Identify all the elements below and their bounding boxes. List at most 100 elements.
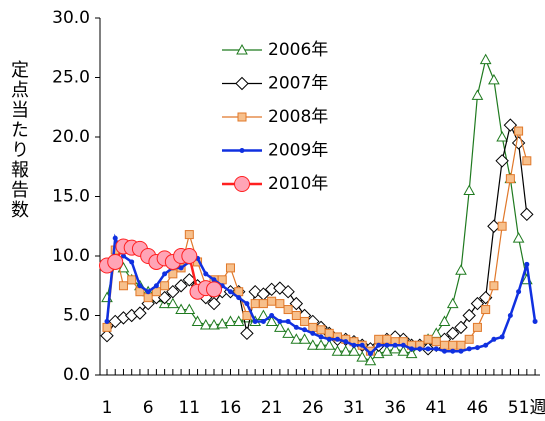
x-tick-label: 11 (178, 398, 200, 418)
y-tick-label: 15.0 (52, 187, 90, 207)
marker (442, 348, 448, 354)
marker (334, 336, 340, 342)
marker (306, 339, 319, 350)
marker (145, 289, 151, 295)
marker (331, 345, 344, 356)
y-tick-label: 0.0 (63, 365, 90, 385)
marker (458, 348, 464, 354)
marker (203, 271, 209, 277)
marker (431, 337, 441, 347)
marker (104, 318, 110, 324)
marker (252, 318, 258, 324)
marker (400, 342, 406, 348)
marker (483, 342, 489, 348)
x-tick-label: 16 (220, 398, 242, 418)
marker (232, 315, 245, 326)
marker (260, 318, 266, 324)
marker (351, 342, 357, 348)
marker (236, 295, 242, 301)
marker (118, 281, 128, 291)
marker (282, 327, 294, 338)
marker (463, 184, 476, 196)
marker (308, 322, 318, 332)
marker (129, 259, 135, 265)
x-tick-label: 21 (261, 398, 283, 418)
marker (471, 89, 484, 100)
legend-label: 2006年 (268, 40, 328, 60)
marker (265, 315, 278, 326)
marker (244, 301, 250, 307)
marker (470, 296, 485, 311)
marker (499, 334, 505, 340)
marker (376, 342, 382, 348)
marker (392, 342, 398, 348)
marker (285, 318, 291, 324)
marker (409, 346, 415, 352)
marker (274, 321, 286, 332)
marker (491, 336, 497, 342)
marker (224, 315, 237, 326)
marker (440, 340, 450, 350)
marker (374, 334, 384, 344)
marker (507, 313, 513, 318)
marker (489, 281, 499, 291)
marker (240, 326, 254, 341)
marker (174, 279, 188, 293)
legend-marker (234, 176, 250, 192)
marker (315, 339, 327, 350)
marker (107, 253, 124, 270)
marker (277, 318, 283, 324)
marker (207, 296, 221, 311)
marker (382, 334, 392, 344)
y-axis-label: 定点当たり報告数 (8, 60, 29, 220)
marker (359, 342, 365, 348)
legend-label: 2009年 (268, 141, 328, 161)
marker (267, 296, 277, 306)
y-tick-label: 5.0 (63, 306, 90, 326)
y-tick-label: 25.0 (52, 68, 90, 88)
marker (503, 118, 518, 132)
marker (258, 299, 268, 309)
marker (211, 277, 217, 283)
legend-marker (237, 112, 247, 122)
marker (464, 334, 474, 344)
marker (318, 334, 324, 340)
marker (343, 339, 349, 345)
marker (423, 334, 433, 344)
marker (520, 207, 534, 222)
marker (298, 333, 311, 344)
x-tick-label: 6 (143, 398, 154, 418)
marker (446, 326, 460, 341)
marker (275, 299, 285, 309)
marker (181, 248, 198, 264)
x-tick-label: 46 (467, 398, 489, 418)
marker (167, 297, 179, 309)
marker (137, 283, 143, 289)
marker (289, 296, 304, 311)
x-tick-label: 41 (425, 398, 447, 418)
marker (381, 345, 393, 356)
marker (310, 330, 316, 336)
marker (496, 130, 508, 142)
marker (102, 322, 112, 332)
marker (216, 317, 229, 329)
y-tick-label: 10.0 (52, 246, 90, 266)
marker (283, 305, 293, 315)
marker (425, 346, 431, 352)
marker (524, 261, 530, 267)
marker (505, 174, 515, 184)
marker (250, 299, 260, 309)
marker (291, 311, 301, 320)
marker (160, 281, 170, 291)
series (102, 126, 532, 356)
marker (206, 281, 223, 298)
marker (199, 318, 212, 330)
marker (183, 303, 196, 315)
marker (479, 53, 492, 65)
marker (512, 232, 525, 243)
marker (446, 297, 459, 309)
marker (478, 290, 493, 305)
legend-label: 2007年 (268, 74, 328, 94)
marker (242, 311, 252, 320)
